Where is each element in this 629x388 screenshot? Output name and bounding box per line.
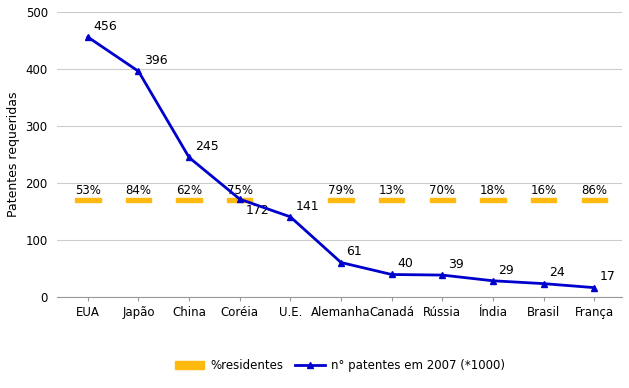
Bar: [379, 198, 404, 202]
Text: 86%: 86%: [581, 184, 607, 197]
Bar: [75, 198, 101, 202]
Text: 84%: 84%: [126, 184, 152, 197]
Text: 396: 396: [144, 54, 168, 67]
Text: 29: 29: [499, 263, 515, 277]
Bar: [430, 198, 455, 202]
Bar: [177, 198, 202, 202]
Text: 16%: 16%: [530, 184, 557, 197]
Text: 245: 245: [195, 140, 218, 153]
Text: 53%: 53%: [75, 184, 101, 197]
Text: 24: 24: [549, 267, 565, 279]
Bar: [227, 198, 252, 202]
Bar: [126, 198, 151, 202]
Text: 456: 456: [94, 20, 117, 33]
Bar: [531, 198, 556, 202]
Text: 17: 17: [600, 270, 616, 284]
Bar: [328, 198, 353, 202]
Text: 62%: 62%: [176, 184, 202, 197]
Text: 61: 61: [347, 245, 362, 258]
Text: 75%: 75%: [227, 184, 253, 197]
Bar: [481, 198, 506, 202]
Legend: %residentes, n° patentes em 2007 (*1000): %residentes, n° patentes em 2007 (*1000): [170, 355, 509, 377]
Y-axis label: Patentes requeridas: Patentes requeridas: [7, 92, 20, 217]
Text: 18%: 18%: [480, 184, 506, 197]
Text: 70%: 70%: [430, 184, 455, 197]
Text: 39: 39: [448, 258, 464, 271]
Text: 141: 141: [296, 200, 320, 213]
Text: 13%: 13%: [379, 184, 404, 197]
Text: 172: 172: [245, 204, 269, 217]
Text: 40: 40: [398, 257, 413, 270]
Text: 79%: 79%: [328, 184, 354, 197]
Bar: [582, 198, 607, 202]
